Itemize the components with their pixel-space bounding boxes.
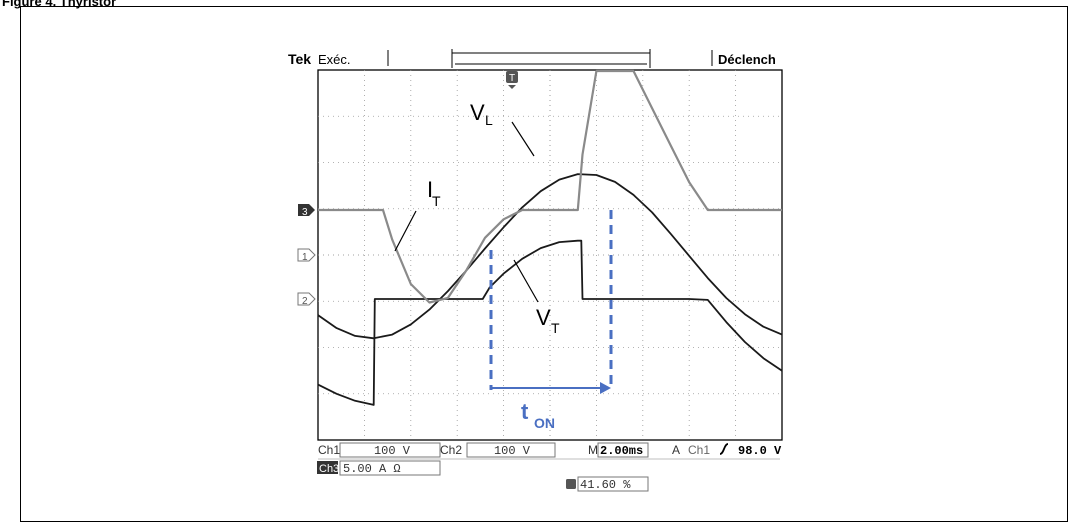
trig-level: 98.0 V xyxy=(738,444,782,458)
run-state-label: Exéc. xyxy=(318,52,351,67)
trigger-position-bar xyxy=(451,49,651,68)
brand-label: Tek xyxy=(288,51,311,67)
label-it: I T xyxy=(394,177,441,252)
ch2-label: Ch2 xyxy=(440,443,462,457)
ch3-label: Ch3 xyxy=(319,463,339,475)
label-vl-sub: L xyxy=(485,112,493,128)
trigger-position-icon xyxy=(566,479,576,489)
ch2-scale: 100 V xyxy=(494,444,531,458)
timebase: 2.00ms xyxy=(600,444,643,458)
trig-position: 41.60 % xyxy=(580,478,631,492)
trigger-marker-icon: T xyxy=(506,71,518,89)
trace-v-t xyxy=(317,239,783,406)
label-ton: t ON xyxy=(521,399,555,431)
figure-title: Figure 4. Thyristor xyxy=(2,0,117,9)
label-vt-main: V xyxy=(536,305,551,330)
label-it-sub: T xyxy=(432,193,441,209)
ch3-scale: 5.00 A Ω xyxy=(343,462,401,476)
readout-bar: Ch1 100 V Ch2 100 V M 2.00ms A Ch1 98.0 … xyxy=(317,442,782,492)
label-vl-main: V xyxy=(470,100,485,125)
channel-2-marker: 2 xyxy=(297,292,316,307)
figure-frame xyxy=(20,6,1068,522)
label-ton-main: t xyxy=(521,399,529,424)
label-ton-sub: ON xyxy=(534,415,555,431)
graticule xyxy=(317,69,783,441)
arrow-right-icon xyxy=(600,382,611,394)
ton-marker xyxy=(489,210,613,394)
label-it-main: I xyxy=(427,177,433,202)
label-vl: V L xyxy=(470,100,535,157)
label-vt: V T xyxy=(513,259,560,336)
rising-edge-icon xyxy=(719,443,729,455)
trace-v-l xyxy=(317,173,783,340)
ch1-scale: 100 V xyxy=(374,444,411,458)
trace-i-t xyxy=(318,69,782,304)
channel-1-marker: 1 xyxy=(297,248,316,263)
channel-3-marker: 3 xyxy=(298,204,315,218)
trigger-marker-label: T xyxy=(509,73,515,84)
svg-text:1: 1 xyxy=(302,252,308,263)
ch1-label: Ch1 xyxy=(318,443,340,457)
trigger-status-label: Déclench xyxy=(718,52,776,67)
svg-text:3: 3 xyxy=(302,207,308,218)
label-vt-sub: T xyxy=(551,320,560,336)
waveforms xyxy=(317,69,783,406)
timebase-prefix: M xyxy=(588,443,598,457)
trig-source: Ch1 xyxy=(688,443,710,457)
svg-text:2: 2 xyxy=(302,296,308,307)
acq-mode: A xyxy=(672,443,680,457)
